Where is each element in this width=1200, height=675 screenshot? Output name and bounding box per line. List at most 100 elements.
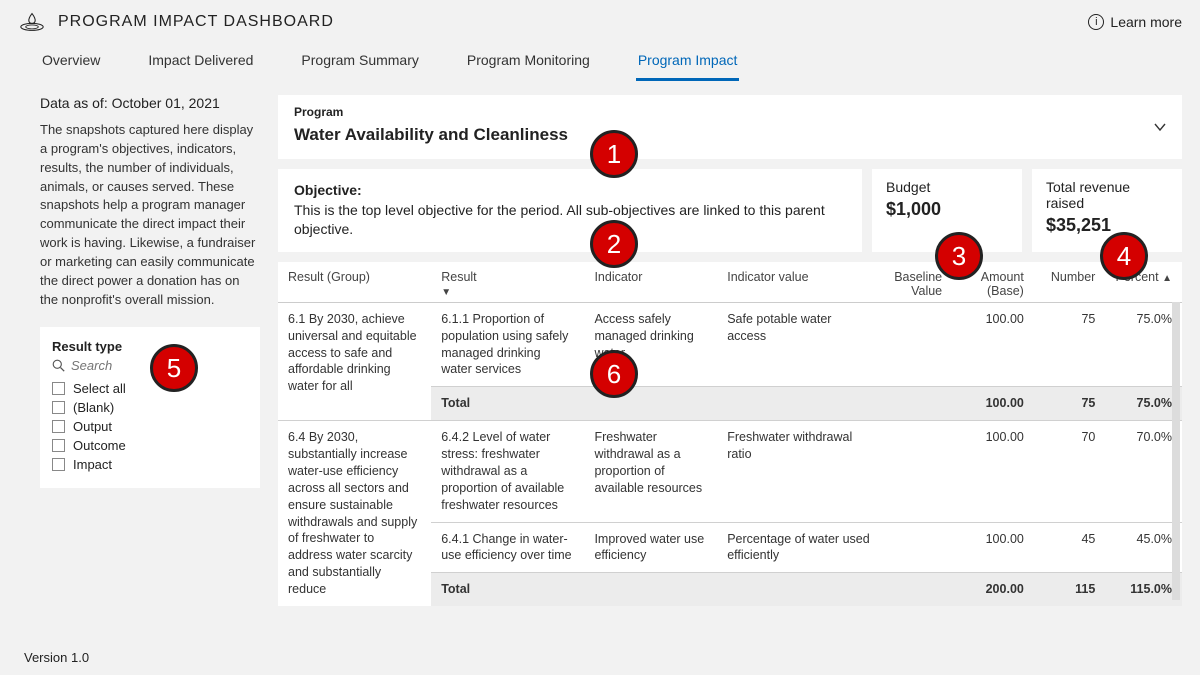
table-cell: 100.00 [952, 387, 1034, 421]
sidebar-description: The snapshots captured here display a pr… [40, 121, 260, 309]
col-amount[interactable]: Amount (Base) [952, 262, 1034, 303]
table-cell: 115.0% [1105, 573, 1182, 606]
table-cell: Access safely managed drinking water [584, 302, 717, 387]
table-row[interactable]: 6.4 By 2030, substantially increase wate… [278, 421, 1182, 522]
table-cell: Total [431, 573, 880, 606]
results-table: Result (Group) Result▼ Indicator Indicat… [278, 262, 1182, 606]
table-cell: 45.0% [1105, 522, 1182, 573]
sort-asc-icon: ▲ [1162, 273, 1172, 284]
table-cell [881, 421, 953, 522]
table-cell: Safe potable water access [717, 302, 880, 387]
kpi-budget-label: Budget [886, 179, 1008, 195]
table-cell: Percentage of water used efficiently [717, 522, 880, 573]
search-icon [52, 359, 65, 372]
chevron-down-icon [1152, 119, 1168, 135]
checkbox-icon [52, 382, 65, 395]
table-cell: Improved water use efficiency [584, 522, 717, 573]
col-number[interactable]: Number [1034, 262, 1106, 303]
table-cell: 6.1 By 2030, achieve universal and equit… [278, 302, 431, 420]
learn-more-label: Learn more [1110, 14, 1182, 30]
col-indicator[interactable]: Indicator [584, 262, 717, 303]
table-cell: 45 [1034, 522, 1106, 573]
page-title: PROGRAM IMPACT DASHBOARD [58, 13, 334, 31]
tab-bar: Overview Impact Delivered Program Summary P… [0, 40, 1200, 81]
version-label: Version 1.0 [24, 650, 89, 665]
filter-option-label: Outcome [73, 438, 126, 453]
table-cell [881, 387, 953, 421]
tab-program-summary[interactable]: Program Summary [299, 46, 420, 81]
table-row[interactable]: 6.1 By 2030, achieve universal and equit… [278, 302, 1182, 387]
filter-option[interactable]: (Blank) [52, 398, 248, 417]
table-cell: 100.00 [952, 421, 1034, 522]
filter-option[interactable]: Output [52, 417, 248, 436]
right-column: Program Water Availability and Cleanline… [278, 95, 1182, 606]
tab-program-monitoring[interactable]: Program Monitoring [465, 46, 592, 81]
filter-option[interactable]: Impact [52, 455, 248, 474]
summary-row: Objective: This is the top level objecti… [278, 169, 1182, 252]
top-bar: PROGRAM IMPACT DASHBOARD i Learn more [0, 0, 1200, 40]
col-percent[interactable]: Percent ▲ [1105, 262, 1182, 303]
filter-option-label: Impact [73, 457, 112, 472]
checkbox-icon [52, 458, 65, 471]
table-cell: 75 [1034, 302, 1106, 387]
table-cell: 100.00 [952, 302, 1034, 387]
objective-card: Objective: This is the top level objecti… [278, 169, 862, 252]
program-selector[interactable]: Program Water Availability and Cleanline… [278, 95, 1182, 159]
table-cell [881, 302, 953, 387]
tab-overview[interactable]: Overview [40, 46, 102, 81]
table-cell: 6.1.1 Proportion of population using saf… [431, 302, 584, 387]
table-cell: 200.00 [952, 573, 1034, 606]
data-as-of-value: October 01, 2021 [112, 95, 220, 111]
table-cell: 70 [1034, 421, 1106, 522]
filter-title: Result type [52, 339, 248, 354]
table-cell [881, 522, 953, 573]
table-cell: 6.4.2 Level of water stress: freshwater … [431, 421, 584, 522]
table-cell: 115 [1034, 573, 1106, 606]
table-cell: 70.0% [1105, 421, 1182, 522]
kpi-budget: Budget $1,000 [872, 169, 1022, 252]
tab-program-impact[interactable]: Program Impact [636, 46, 740, 81]
col-indicator-value[interactable]: Indicator value [717, 262, 880, 303]
col-group[interactable]: Result (Group) [278, 262, 431, 303]
kpi-revenue-label: Total revenue raised [1046, 179, 1168, 211]
results-table-card: Result (Group) Result▼ Indicator Indicat… [278, 262, 1182, 606]
filter-search-row [52, 358, 248, 373]
program-label: Program [294, 105, 1166, 119]
kpi-budget-value: $1,000 [886, 199, 1008, 220]
content-area: Data as of: October 01, 2021 The snapsho… [0, 81, 1200, 606]
table-cell: 100.00 [952, 522, 1034, 573]
filter-option-label: Select all [73, 381, 126, 396]
filter-option[interactable]: Outcome [52, 436, 248, 455]
table-cell: Freshwater withdrawal ratio [717, 421, 880, 522]
table-cell: Total [431, 387, 880, 421]
table-cell: 6.4 By 2030, substantially increase wate… [278, 421, 431, 607]
filter-option-label: (Blank) [73, 400, 114, 415]
table-cell: 75.0% [1105, 387, 1182, 421]
filter-option-label: Output [73, 419, 112, 434]
sort-desc-icon: ▼ [441, 287, 451, 298]
filter-card: Result type Select all (Blank) Output Outco… [40, 327, 260, 488]
tab-impact-delivered[interactable]: Impact Delivered [146, 46, 255, 81]
logo-wrap: PROGRAM IMPACT DASHBOARD [18, 10, 334, 34]
kpi-revenue-value: $35,251 [1046, 215, 1168, 236]
col-result[interactable]: Result▼ [431, 262, 584, 303]
data-as-of-label: Data as of: [40, 95, 108, 111]
info-icon: i [1088, 14, 1104, 30]
filter-search-input[interactable] [71, 358, 211, 373]
table-cell: 6.4.1 Change in water-use efficiency ove… [431, 522, 584, 573]
table-header-row: Result (Group) Result▼ Indicator Indicat… [278, 262, 1182, 303]
table-cell: Freshwater withdrawal as a proportion of… [584, 421, 717, 522]
objective-text: This is the top level objective for the … [294, 202, 825, 238]
table-cell: 75 [1034, 387, 1106, 421]
objective-title: Objective: [294, 182, 362, 198]
col-baseline[interactable]: Baseline Value [881, 262, 953, 303]
checkbox-icon [52, 439, 65, 452]
data-as-of: Data as of: October 01, 2021 [40, 95, 260, 111]
filter-option[interactable]: Select all [52, 379, 248, 398]
program-value: Water Availability and Cleanliness [294, 125, 1166, 145]
table-cell [881, 573, 953, 606]
scrollbar[interactable] [1172, 302, 1180, 600]
table-cell: 75.0% [1105, 302, 1182, 387]
checkbox-icon [52, 401, 65, 414]
learn-more-link[interactable]: i Learn more [1088, 14, 1182, 30]
